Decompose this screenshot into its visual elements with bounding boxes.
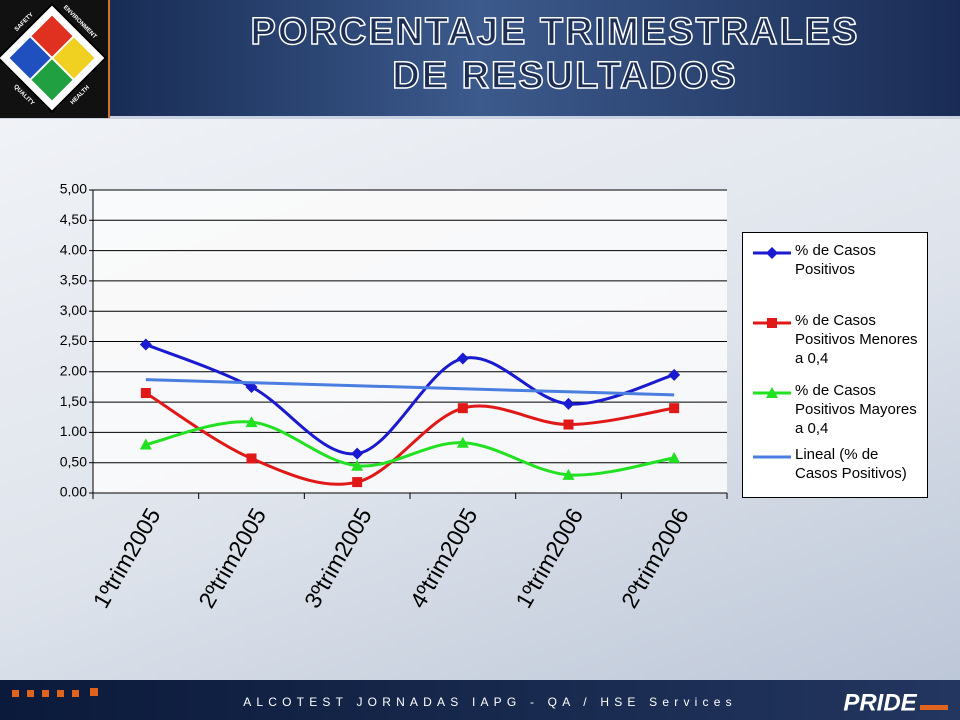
marker [767,318,777,328]
legend-swatch [753,318,791,328]
marker [246,453,257,464]
logo-bar [920,705,948,710]
marker [351,447,364,460]
legend-label: Lineal (% de Casos Positivos) [795,446,907,482]
series-line [145,391,675,486]
marker [456,352,469,365]
y-tick-label: 5,00 [60,181,87,197]
title-line: PORCENTAJE TRIMESTRALES [250,11,859,53]
y-tick-label: 1.00 [60,423,87,439]
legend-label: % de Casos Positivos Menores a 0,4 [795,312,918,367]
legend-label: % de Casos Positivos [795,242,876,278]
marker [245,416,258,428]
title-line: DE RESULTADOS [392,55,738,97]
marker [456,436,469,448]
x-tick-label: 4ºtrim2005 [405,504,483,613]
marker [562,468,575,480]
badge-edge [108,0,110,118]
x-tick-label: 3ºtrim2005 [299,504,377,613]
marker [139,338,152,351]
marker [766,247,778,259]
y-tick-label: 3,50 [60,272,87,288]
header-band [0,0,960,118]
x-tick-label: 2ºtrim2006 [616,504,694,613]
series-line [145,420,675,477]
y-tick-label: 4,50 [60,211,87,227]
footer-dots [12,688,98,697]
y-tick-label: 0,50 [60,453,87,469]
header-rule [0,116,960,119]
marker [139,438,152,450]
marker [562,397,575,410]
marker [669,403,680,414]
marker [352,477,363,488]
marker [351,459,364,471]
marker [563,419,574,430]
x-tick-label: 1ºtrim2005 [88,504,166,613]
legend: % de Casos Positivos % de Casos Positivos… [742,232,928,498]
footer-text: ALCOTEST JORNADAS IAPG - QA / HSE Servic… [243,695,737,709]
y-tick-label: 2,50 [60,332,87,348]
trend-line [145,378,675,397]
marker [457,403,468,414]
y-tick-label: 0.00 [60,484,87,500]
marker [668,451,681,463]
legend-swatch [753,247,791,259]
y-tick-label: 4.00 [60,241,87,257]
legend-swatch [753,455,791,459]
y-tick-label: 3,00 [60,302,87,318]
y-tick-label: 2.00 [60,363,87,379]
marker [766,387,778,398]
y-tick-label: 1,50 [60,393,87,409]
x-tick-label: 1ºtrim2006 [510,504,588,613]
legend-label: % de Casos Positivos Mayores a 0,4 [795,382,917,437]
x-tick-label: 2ºtrim2005 [193,504,271,613]
marker [140,388,151,399]
legend-swatch [753,387,791,398]
logo: PRIDE [843,689,917,716]
badge [0,2,108,114]
footer-band [0,680,960,720]
marker [668,368,681,381]
